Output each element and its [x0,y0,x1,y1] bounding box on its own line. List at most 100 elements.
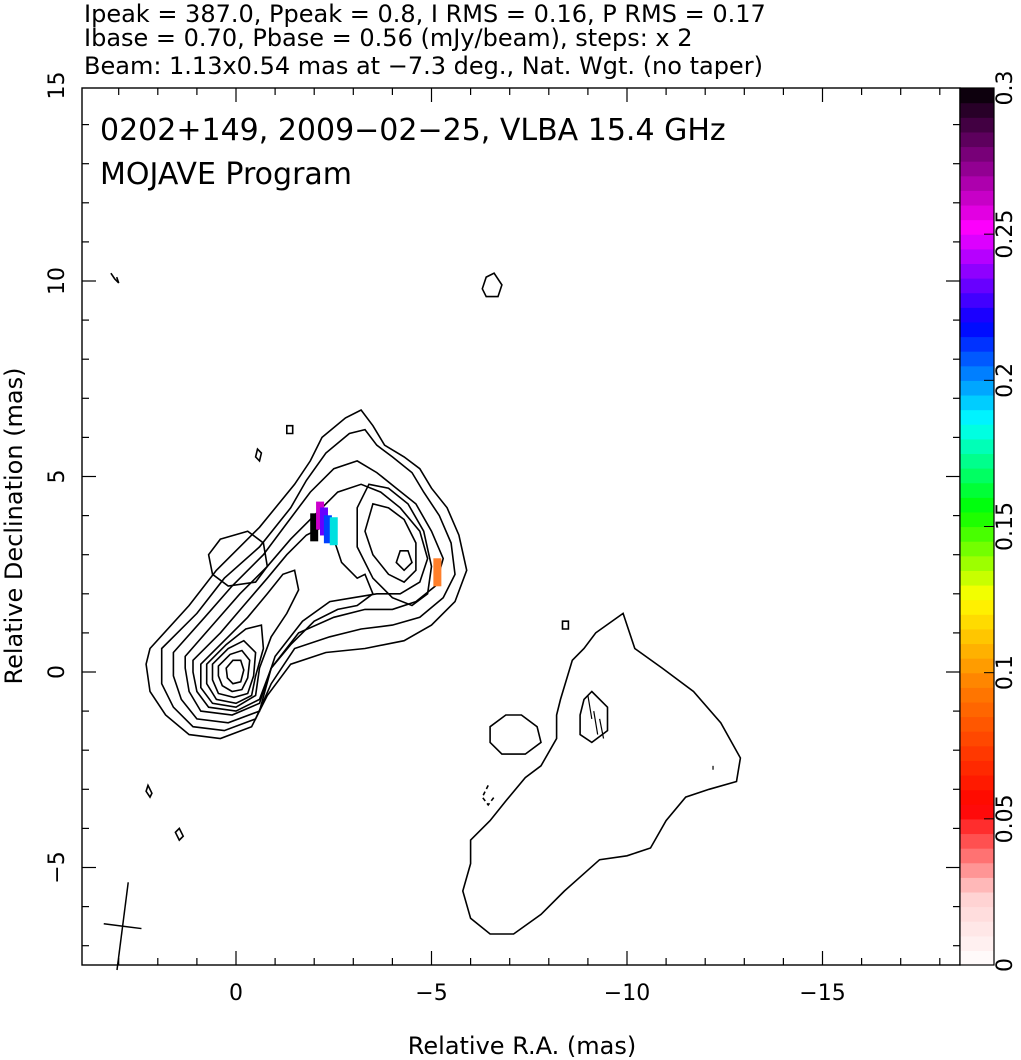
contour-c8 [211,639,257,699]
contour-knot-inner-3 [395,549,413,572]
contour-c6 [200,569,300,709]
colorbar-step [960,833,994,849]
colorbar-step [960,731,994,747]
colorbar-step [960,175,994,191]
colorbar-step [960,891,994,908]
colorbar-step [960,146,994,162]
y-tick-label: 5 [45,470,70,484]
y-tick-label: 15 [45,72,70,100]
contour-halo-knot [579,690,609,744]
polarization-pixel [323,515,332,544]
colorbar-step [960,570,994,586]
colorbar-step [960,190,994,206]
contour-halo-blob [489,714,542,755]
colorbar-step [960,701,994,718]
colorbar-step [960,321,994,338]
colorbar-step [960,307,994,323]
colorbar-step [960,599,994,615]
colorbar-step [960,131,994,148]
colorbar-step [960,204,994,221]
y-tick-label: 10 [45,267,70,295]
colorbar-step [960,628,994,645]
contour-halo [461,612,742,935]
contour-blob-tiny-1 [254,447,263,463]
colorbar-step [960,292,994,308]
plot-frame [81,87,961,966]
colorbar-tick-label: 0 [993,958,1018,972]
colorbar-step [960,424,994,440]
colorbar-step [960,614,994,630]
evpa-tick [587,695,593,720]
header-line-3: Beam: 1.13x0.54 mas at −7.3 deg., Nat. W… [84,52,763,80]
evpa-tick [593,711,599,735]
colorbar-step [960,877,994,893]
contour-c10 [225,659,245,685]
contour-dashed-r [481,785,495,807]
colorbar-step [960,555,994,571]
colorbar-step [960,278,994,294]
x-tick-label: −15 [799,981,845,1006]
colorbar-step [960,248,994,264]
colorbar-tick-label: 0.2 [993,363,1018,398]
contour-c9 [217,649,251,693]
colorbar-step [960,102,994,118]
colorbar-step [960,161,994,177]
colorbar-step [960,804,994,820]
polarization-layer [310,501,442,587]
colorbar-step [960,365,994,381]
colorbar-step [960,687,994,703]
polarization-pixel [329,517,338,546]
colorbar-tick-label: 0.1 [993,655,1018,690]
header-line-1: Ipeak = 387.0, Ppeak = 0.8, I RMS = 0.16… [84,0,766,28]
colorbar-tick-label: 0.05 [993,794,1018,843]
colorbar-step [960,526,994,542]
colorbar-step [960,263,994,279]
x-axis-label: Relative R.A. (mas) [408,1032,636,1060]
contour-blob-left [207,530,269,587]
colorbar-step [960,848,994,864]
contour-blob-ll2 [174,827,185,842]
colorbar-step [960,906,994,922]
colorbar-step [960,541,994,557]
colorbar-step [960,482,994,498]
colorbar-step [960,672,994,688]
colorbar-step [960,745,994,761]
polarization-pixel [433,558,442,587]
contour-blob-far-left [110,272,120,284]
x-tick-label: −10 [604,981,650,1006]
contour-c7 [205,624,265,705]
axis-tick-labels: 0 −5 −10 −15 15 10 5 0 −5 [45,72,846,1007]
contour-knot-inner-1 [356,483,433,607]
colorbar-step [960,351,994,367]
contour-blob-tiny-2 [285,424,294,435]
colorbar-step [960,716,994,732]
contour-knot-inner-2 [364,502,417,584]
colorbar-step [960,760,994,776]
contour-layer [110,272,742,935]
colorbar-step [960,789,994,805]
source-title: 0202+149, 2009−02−25, VLBA 15.4 GHz [100,113,726,148]
contour-c4 [184,483,429,716]
beam-marker [103,882,142,971]
colorbar-step [960,935,994,951]
colorbar-step [960,658,994,674]
header-line-2: Ibase = 0.70, Pbase = 0.56 (mJy/beam), s… [84,24,693,52]
program-title: MOJAVE Program [100,157,352,192]
y-tick-label: −5 [45,851,70,883]
colorbar-step [960,774,994,791]
evpa-tick [599,718,605,739]
colorbar-step [960,117,994,133]
x-tick-label: 0 [229,981,243,1006]
colorbar-step [960,219,994,235]
colorbar-step [960,394,994,411]
colorbar-step [960,88,994,104]
polarization-pixel [310,513,319,542]
colorbar-step [960,409,994,425]
beam-minor-axis [103,922,142,930]
colorbar-step [960,468,994,484]
colorbar-tick-label: 0.25 [993,210,1018,259]
contour-blob-topr [481,272,503,298]
contour-c5 [192,526,374,712]
y-axis-label: Relative Declination (mas) [0,367,28,684]
